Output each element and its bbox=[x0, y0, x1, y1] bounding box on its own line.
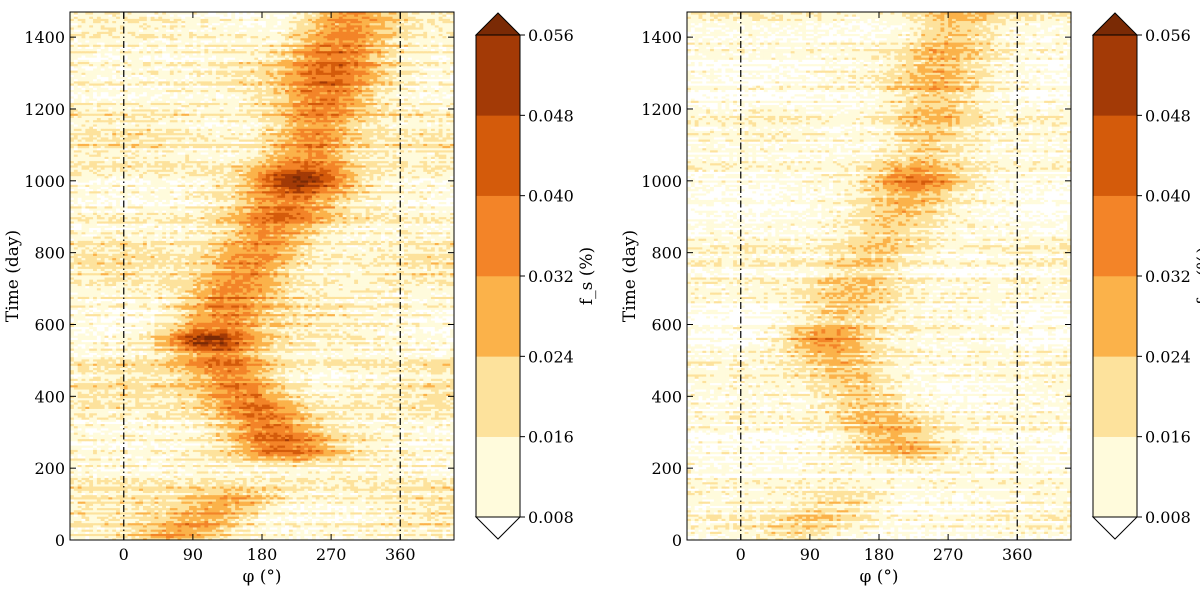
heatmap-cells bbox=[70, 12, 454, 540]
